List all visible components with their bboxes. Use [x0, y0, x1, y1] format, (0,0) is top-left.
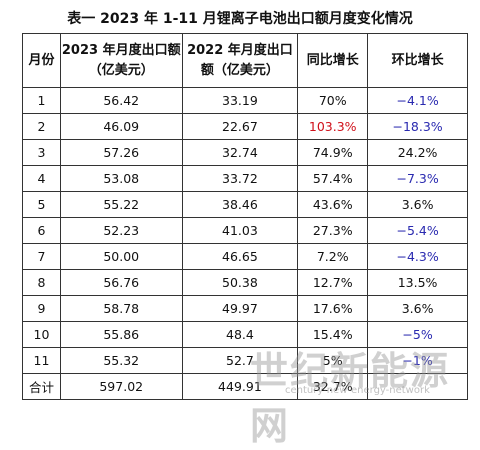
table-cell: 56.42 — [59, 87, 183, 114]
table-cell: −18.3% — [367, 113, 468, 140]
table-cell: 70% — [297, 87, 369, 114]
table-cell: 52.7 — [181, 347, 299, 374]
table-cell: 49.97 — [181, 295, 299, 322]
column-header: 同比增长 — [297, 33, 369, 88]
column-header: 2023 年月度出口额（亿美元） — [59, 33, 183, 88]
table-cell: 3 — [22, 139, 61, 166]
table-cell: 41.03 — [181, 217, 299, 244]
table-cell: 52.23 — [59, 217, 183, 244]
table-cell: −7.3% — [367, 165, 468, 192]
page: 表一 2023 年 1-11 月锂离子电池出口额月度变化情况 月份 2023 年月… — [22, 11, 468, 448]
table-cell: 1 — [22, 87, 61, 114]
table-row: 3 57.26 32.74 74.9% 24.2% — [22, 139, 468, 166]
table-cell: −4.1% — [367, 87, 468, 114]
table-cell: −5% — [367, 321, 468, 348]
table-cell: 43.6% — [297, 191, 369, 218]
table-cell: 55.86 — [59, 321, 183, 348]
table-row: 2 46.09 22.67 103.3% −18.3% — [22, 113, 468, 140]
table-cell: 46.09 — [59, 113, 183, 140]
table-row: 10 55.86 48.4 15.4% −5% — [22, 321, 468, 348]
table-cell: 32.74 — [181, 139, 299, 166]
table-row: 7 50.00 46.65 7.2% −4.3% — [22, 243, 468, 270]
table-cell: 50.38 — [181, 269, 299, 296]
table-cell: 53.08 — [59, 165, 183, 192]
table-cell: 8 — [22, 269, 61, 296]
table-cell: 33.72 — [181, 165, 299, 192]
table-cell: 55.22 — [59, 191, 183, 218]
table-row: 1 56.42 33.19 70% −4.1% — [22, 87, 468, 114]
table-cell: 9 — [22, 295, 61, 322]
table-cell: −4.3% — [367, 243, 468, 270]
table-cell: 56.76 — [59, 269, 183, 296]
table-cell: 33.19 — [181, 87, 299, 114]
table-cell: 46.65 — [181, 243, 299, 270]
table-cell: 5% — [297, 347, 369, 374]
column-header: 环比增长 — [367, 33, 468, 88]
table-cell: 22.67 — [181, 113, 299, 140]
column-header: 月份 — [22, 33, 61, 88]
table-cell: 24.2% — [367, 139, 468, 166]
table-cell — [367, 373, 468, 400]
table-body: 1 56.42 33.19 70% −4.1% 2 46.09 22.67 103.3% −18.… — [22, 87, 468, 400]
table-cell: 103.3% — [297, 113, 369, 140]
table-cell: 13.5% — [367, 269, 468, 296]
table-cell: 2 — [22, 113, 61, 140]
table-cell: 449.91 — [181, 373, 299, 400]
column-header: 2022 年月度出口额（亿美元） — [181, 33, 299, 88]
table-cell: 11 — [22, 347, 61, 374]
table-cell: 597.02 — [59, 373, 183, 400]
table-cell: 17.6% — [297, 295, 369, 322]
table-row: 9 58.78 49.97 17.6% 3.6% — [22, 295, 468, 322]
header-row: 月份 2023 年月度出口额（亿美元） 2022 年月度出口额（亿美元） 同比增长 环比… — [22, 33, 468, 88]
table-cell: 58.78 — [59, 295, 183, 322]
table-cell: 50.00 — [59, 243, 183, 270]
table-row: 6 52.23 41.03 27.3% −5.4% — [22, 217, 468, 244]
table-cell: 38.46 — [181, 191, 299, 218]
table-cell: 32.7% — [297, 373, 369, 400]
table-cell: 57.4% — [297, 165, 369, 192]
table-cell: 3.6% — [367, 191, 468, 218]
table-cell: 57.26 — [59, 139, 183, 166]
table-row: 8 56.76 50.38 12.7% 13.5% — [22, 269, 468, 296]
table-row: 4 53.08 33.72 57.4% −7.3% — [22, 165, 468, 192]
watermark-subtext: century-new-energy-network — [285, 385, 430, 396]
table-cell: 合计 — [22, 373, 61, 400]
table-cell: 74.9% — [297, 139, 369, 166]
table-row: 合计 597.02 449.91 32.7% — [22, 373, 468, 400]
table-row: 5 55.22 38.46 43.6% 3.6% — [22, 191, 468, 218]
table-cell: 6 — [22, 217, 61, 244]
table-cell: 7.2% — [297, 243, 369, 270]
table-cell: 5 — [22, 191, 61, 218]
table-cell: 55.32 — [59, 347, 183, 374]
table-cell: 7 — [22, 243, 61, 270]
table-cell: −5.4% — [367, 217, 468, 244]
table-cell: 12.7% — [297, 269, 369, 296]
table-cell: 3.6% — [367, 295, 468, 322]
table-cell: 10 — [22, 321, 61, 348]
table-title: 表一 2023 年 1-11 月锂离子电池出口额月度变化情况 — [67, 11, 413, 27]
data-table: 月份 2023 年月度出口额（亿美元） 2022 年月度出口额（亿美元） 同比增长 环比… — [22, 33, 468, 400]
table-cell: 4 — [22, 165, 61, 192]
table-cell: 27.3% — [297, 217, 369, 244]
table-cell: 15.4% — [297, 321, 369, 348]
